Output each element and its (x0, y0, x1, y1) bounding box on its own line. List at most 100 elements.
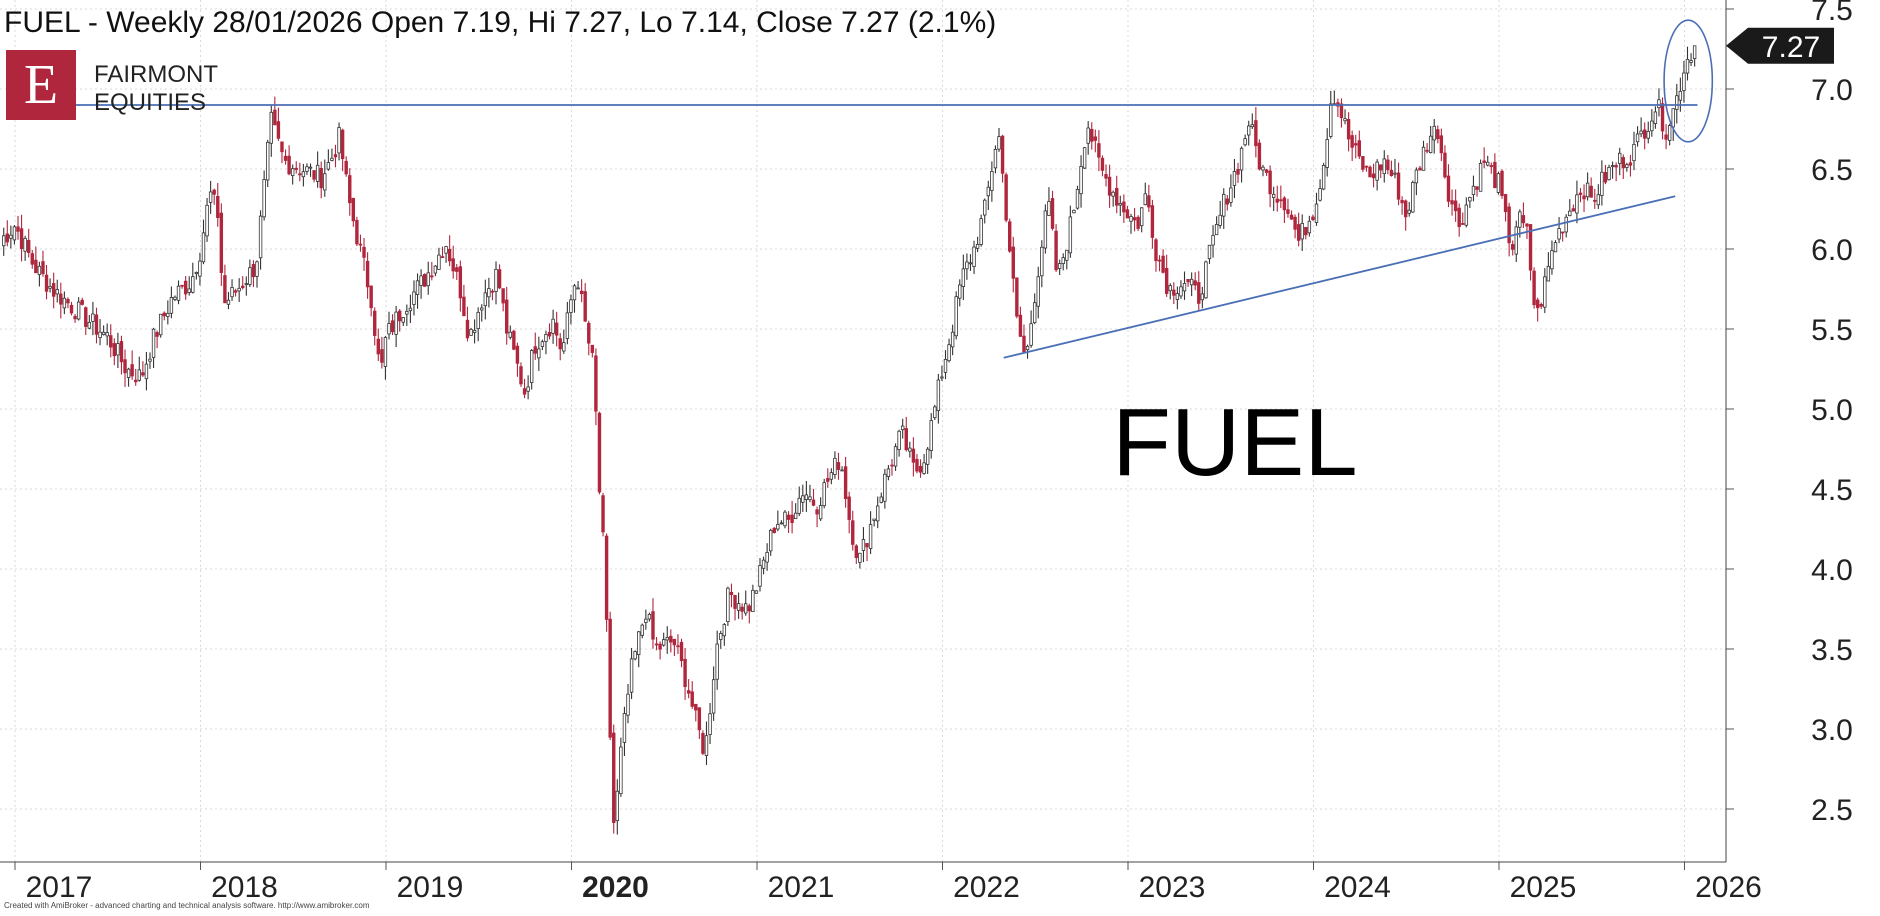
candle (1186, 279, 1190, 287)
candle-body (501, 288, 505, 304)
candle (1610, 161, 1615, 179)
x-tick-label: 2020 (582, 871, 649, 904)
candle (736, 592, 741, 619)
candle (187, 276, 191, 296)
candle (141, 361, 145, 377)
candle (1396, 162, 1401, 206)
candle (1436, 125, 1440, 144)
candle (1578, 187, 1583, 203)
candle-body (73, 315, 77, 320)
candle (779, 520, 784, 525)
candle (1189, 272, 1194, 297)
candle-body (191, 276, 195, 293)
candle (929, 413, 933, 459)
candle-body (1000, 135, 1005, 174)
candle (626, 684, 630, 724)
candle-body (983, 199, 987, 216)
candle (1510, 240, 1515, 256)
candle (1043, 204, 1048, 254)
candle (1528, 223, 1533, 281)
candle (290, 164, 295, 185)
candle (48, 278, 52, 293)
candle (1546, 252, 1551, 282)
candle (208, 180, 213, 214)
candle-body (1193, 280, 1197, 286)
candle-body (558, 338, 562, 350)
candle-body (986, 186, 991, 197)
candle (843, 456, 848, 508)
candle (59, 282, 63, 319)
candle (1568, 199, 1572, 217)
candle (1618, 147, 1622, 176)
candle (130, 350, 134, 380)
candle-body (1475, 186, 1479, 190)
candle-body (1161, 255, 1165, 273)
candle-body (736, 603, 741, 611)
candle-layer (2, 45, 1697, 835)
candle (394, 305, 398, 348)
candle (23, 235, 27, 261)
candle-body (1628, 162, 1633, 166)
candle-body (12, 226, 17, 241)
candle (950, 324, 955, 356)
candle (936, 373, 941, 424)
candle-body (711, 679, 716, 714)
candle (369, 285, 373, 317)
candle-body (843, 466, 848, 500)
candle-body (1514, 226, 1518, 255)
candle-body (1175, 293, 1180, 300)
candle (376, 328, 380, 361)
candle (501, 288, 505, 312)
candle-body (1646, 130, 1650, 139)
candle (12, 225, 17, 245)
candle-body (933, 406, 937, 419)
candle-body (697, 707, 702, 731)
candle (73, 313, 77, 323)
candle-body (1318, 188, 1322, 201)
candle (1282, 196, 1287, 224)
candle (5, 220, 9, 247)
candle-body (661, 639, 666, 646)
candle-body (644, 618, 648, 623)
candle (669, 629, 673, 653)
candle-body (205, 204, 209, 237)
candle (1593, 188, 1597, 209)
candle (729, 583, 734, 608)
candle-body (704, 735, 709, 756)
candle-body (1450, 200, 1454, 205)
candle-body (1407, 209, 1411, 214)
candle (661, 632, 666, 647)
candle (166, 300, 170, 325)
candle-body (861, 539, 866, 551)
candle-body (1375, 161, 1379, 181)
candle-body (793, 512, 798, 520)
candle (483, 279, 488, 320)
candle (1575, 180, 1579, 224)
candle (1507, 202, 1511, 257)
candle (908, 441, 912, 458)
candle-body (811, 499, 816, 506)
candle-body (1357, 140, 1362, 157)
candle (422, 273, 427, 287)
candle-body (412, 291, 416, 305)
candle (818, 497, 823, 521)
candle-body (587, 322, 591, 344)
candle (1093, 129, 1098, 153)
candle (1115, 175, 1119, 214)
candle-body (91, 313, 95, 322)
candle-body (965, 261, 969, 270)
candle (697, 707, 702, 739)
candle-body (669, 635, 673, 643)
candle-body (440, 256, 445, 259)
candle-body (1275, 198, 1279, 203)
candle (251, 260, 256, 287)
candle-body (1157, 259, 1162, 262)
candle-body (601, 495, 605, 533)
candle (1639, 117, 1643, 138)
candle-body (37, 265, 42, 275)
candle (237, 278, 241, 303)
candle (287, 145, 291, 176)
candle-body (722, 624, 727, 637)
candle (255, 260, 259, 288)
candle-body (975, 244, 980, 249)
